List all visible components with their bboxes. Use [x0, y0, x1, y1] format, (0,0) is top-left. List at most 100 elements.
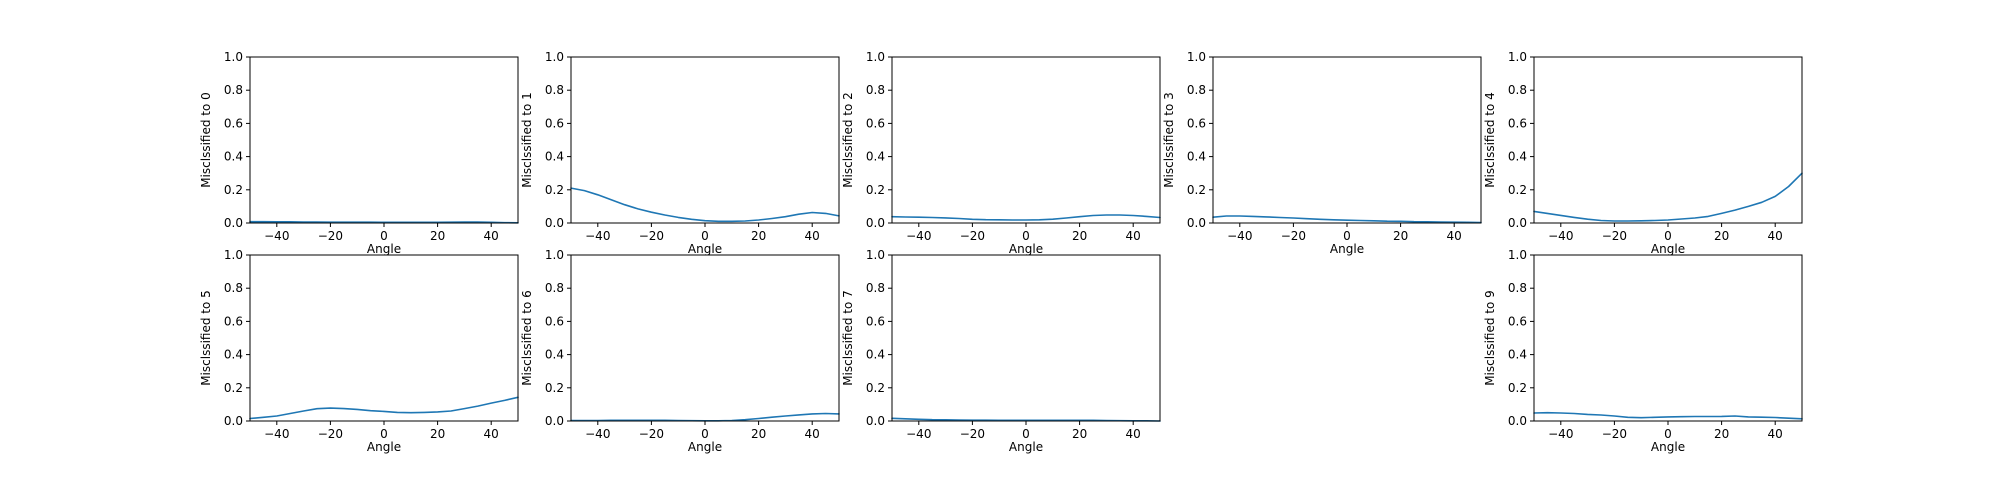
y-tick-label: 0.4: [1508, 348, 1527, 362]
x-tick-label: −20: [318, 229, 343, 243]
x-tick-label: 0: [1664, 427, 1672, 441]
x-tick-label: 20: [1714, 427, 1729, 441]
y-tick-label: 0.0: [866, 216, 885, 230]
y-tick-label: 1.0: [224, 248, 243, 262]
y-axis-label: Misclssified to 9: [1483, 290, 1497, 386]
x-axis-label: Angle: [1009, 242, 1043, 256]
y-tick-label: 0.4: [224, 150, 243, 164]
x-tick-label: 40: [1447, 229, 1462, 243]
y-tick-label: 0.6: [866, 116, 885, 130]
series-line: [1212, 215, 1482, 224]
y-tick-label: 0.4: [224, 348, 243, 362]
x-tick-label: 20: [1714, 229, 1729, 243]
x-tick-label: 0: [701, 427, 709, 441]
y-tick-label: 0.4: [545, 348, 564, 362]
subplot-3: −40 −20 0 20 40 0.0 0.2 0.4 0.6 0.8 1.0 Angle Miscls…: [1162, 50, 1482, 256]
series-line: [570, 412, 840, 422]
x-tick-label: −20: [639, 229, 664, 243]
x-tick-label: 20: [1072, 427, 1087, 441]
x-tick-label: −40: [1227, 229, 1252, 243]
x-tick-label: 20: [1393, 229, 1408, 243]
series-line: [249, 220, 519, 224]
y-tick-label: 0.4: [1508, 150, 1527, 164]
y-tick-label: 0.0: [224, 414, 243, 428]
y-tick-label: 1.0: [545, 248, 564, 262]
y-tick-label: 1.0: [866, 50, 885, 64]
x-tick-label: 40: [484, 427, 499, 441]
y-tick-label: 0.6: [1508, 116, 1527, 130]
x-tick-label: −20: [639, 427, 664, 441]
y-axis-label: Misclssified to 1: [520, 92, 534, 188]
y-tick-label: 0.8: [224, 281, 243, 295]
y-tick-label: 1.0: [1187, 50, 1206, 64]
y-tick-label: 0.0: [545, 216, 564, 230]
x-tick-label: 0: [380, 427, 388, 441]
plot-frame: [1212, 56, 1482, 224]
y-tick-label: 0.6: [866, 314, 885, 328]
plot-frame: [249, 254, 519, 422]
y-tick-label: 0.2: [866, 183, 885, 197]
y-tick-label: 0.4: [1187, 150, 1206, 164]
x-tick-label: −20: [960, 427, 985, 441]
subplot-5: −40 −20 0 20 40 0.0 0.2 0.4 0.6 0.8 1.0 Angle Miscls…: [199, 248, 519, 454]
y-tick-label: 0.6: [224, 116, 243, 130]
plot-frame: [891, 254, 1161, 422]
x-axis-label: Angle: [1330, 242, 1364, 256]
y-tick-label: 0.2: [224, 381, 243, 395]
y-tick-label: 0.2: [224, 183, 243, 197]
y-tick-label: 0.8: [224, 83, 243, 97]
y-tick-label: 0.2: [545, 183, 564, 197]
x-tick-label: −20: [960, 229, 985, 243]
x-tick-label: −20: [318, 427, 343, 441]
y-axis-label: Misclssified to 3: [1162, 92, 1176, 188]
x-tick-label: 20: [751, 427, 766, 441]
x-tick-label: 40: [805, 229, 820, 243]
y-axis-label: Misclssified to 2: [841, 92, 855, 188]
x-tick-label: 0: [380, 229, 388, 243]
subplot-9: −40 −20 0 20 40 0.0 0.2 0.4 0.6 0.8 1.0 Angle Miscls…: [1483, 248, 1803, 454]
x-tick-label: 20: [430, 229, 445, 243]
y-tick-label: 0.8: [1187, 83, 1206, 97]
x-axis-label: Angle: [688, 440, 722, 454]
x-tick-label: 0: [1343, 229, 1351, 243]
subplot-1: −40 −20 0 20 40 0.0 0.2 0.4 0.6 0.8 1.0 Angle Miscls…: [520, 50, 840, 256]
x-tick-label: 40: [484, 229, 499, 243]
x-axis-label: Angle: [1009, 440, 1043, 454]
y-tick-label: 0.0: [866, 414, 885, 428]
subplot-4: −40 −20 0 20 40 0.0 0.2 0.4 0.6 0.8 1.0 Angle Miscls…: [1483, 50, 1803, 256]
series-line: [570, 187, 840, 223]
y-tick-label: 0.2: [1508, 381, 1527, 395]
x-tick-label: 0: [1022, 229, 1030, 243]
plot-frame: [570, 56, 840, 224]
subplot-0: −40 −20 0 20 40 0.0 0.2 0.4 0.6 0.8 1.0 Angle Miscls…: [199, 50, 519, 256]
plot-frame: [570, 254, 840, 422]
y-tick-label: 0.2: [866, 381, 885, 395]
y-tick-label: 0.6: [545, 314, 564, 328]
plot-frame: [249, 56, 519, 224]
series-line: [1533, 172, 1803, 222]
plot-frame: [1533, 254, 1803, 422]
y-tick-label: 0.8: [866, 83, 885, 97]
y-tick-label: 0.6: [1508, 314, 1527, 328]
subplot-7: −40 −20 0 20 40 0.0 0.2 0.4 0.6 0.8 1.0 Angle Miscls…: [841, 248, 1161, 454]
x-tick-label: 0: [701, 229, 709, 243]
plot-frame: [1533, 56, 1803, 224]
x-tick-label: −40: [264, 427, 289, 441]
series-line: [891, 214, 1161, 221]
y-tick-label: 0.0: [224, 216, 243, 230]
x-tick-label: −40: [1548, 427, 1573, 441]
y-tick-label: 0.8: [1508, 281, 1527, 295]
x-axis-label: Angle: [367, 242, 401, 256]
y-tick-label: 1.0: [224, 50, 243, 64]
x-tick-label: 20: [751, 229, 766, 243]
y-axis-label: Misclssified to 5: [199, 290, 213, 386]
x-tick-label: −40: [585, 427, 610, 441]
x-tick-label: −20: [1602, 229, 1627, 243]
y-tick-label: 0.0: [545, 414, 564, 428]
plot-frame: [891, 56, 1161, 224]
y-tick-label: 0.0: [1187, 216, 1206, 230]
x-tick-label: −40: [906, 229, 931, 243]
y-tick-label: 0.2: [545, 381, 564, 395]
x-tick-label: 20: [430, 427, 445, 441]
y-axis-label: Misclssified to 4: [1483, 92, 1497, 188]
